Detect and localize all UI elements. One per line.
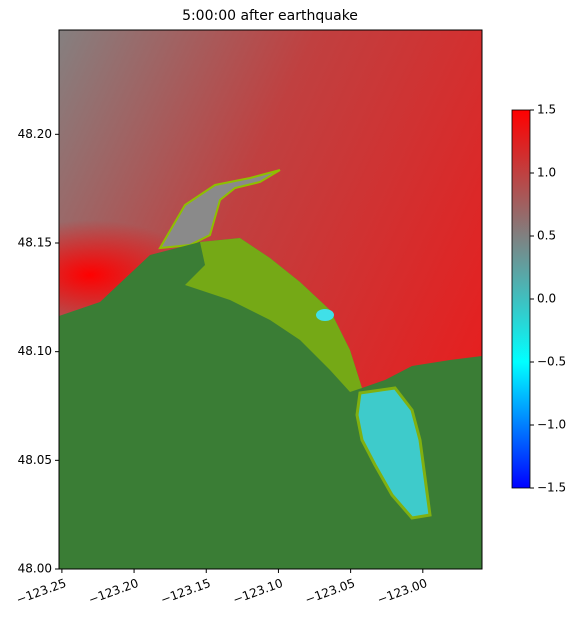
plot-frame [58, 29, 483, 570]
x-tick-label: −123.05 [303, 576, 357, 607]
colorbar-tick-label: 0.5 [537, 229, 556, 243]
lagoon [355, 386, 432, 520]
colorbar [511, 109, 531, 489]
colorbar-tick-label: 1.5 [537, 103, 556, 117]
y-tick-label: 48.15 [18, 235, 52, 249]
land [59, 238, 482, 569]
chart-title: 5:00:00 after earthquake [182, 8, 358, 24]
colorbar-tick-label: −1.0 [537, 418, 566, 432]
y-tick-label: 48.10 [18, 344, 52, 358]
spit [158, 169, 281, 250]
x-tick-label: −123.10 [231, 576, 285, 607]
colorbar-tick-label: 1.0 [537, 166, 556, 180]
colorbar-tick-label: 0.0 [537, 292, 556, 306]
pond [316, 309, 334, 321]
x-tick-label: −123.20 [87, 576, 141, 607]
map [59, 30, 482, 569]
x-tick-label: −123.15 [159, 576, 213, 607]
y-tick-label: 48.05 [18, 453, 52, 467]
y-tick-label: 48.00 [18, 562, 52, 576]
colorbar-tick-label: −1.5 [537, 481, 566, 495]
tidal-flat [185, 238, 362, 392]
y-tick-label: 48.20 [18, 127, 52, 141]
colorbar-tick-label: −0.5 [537, 355, 566, 369]
x-tick-label: −123.25 [14, 576, 68, 607]
x-tick-label: −123.00 [375, 576, 429, 607]
